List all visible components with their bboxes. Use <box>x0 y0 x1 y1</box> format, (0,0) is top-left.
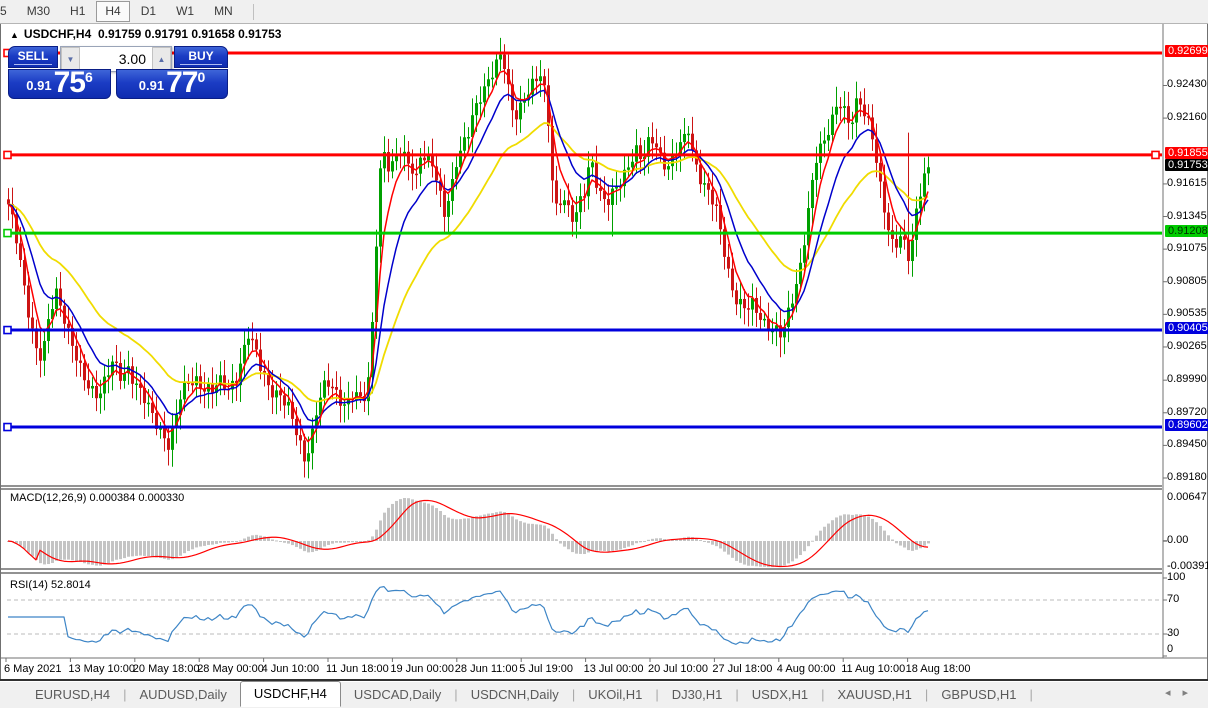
tab-scroll-arrows: ◂▸ <box>1165 686 1200 699</box>
rsi-tick-label: 70 <box>1167 593 1180 605</box>
date-label: 11 Jun 18:00 <box>326 663 389 675</box>
price-line-label: 0.91208 <box>1165 225 1208 238</box>
buy-price-pip: 0 <box>197 69 206 85</box>
chart-tab-usdcnh[interactable]: USDCNH,Daily <box>470 687 559 702</box>
current-price-label: 0.91753 <box>1165 159 1208 172</box>
timeframe-button-d1[interactable]: D1 <box>140 4 157 18</box>
price-tick-label: 0.90805 <box>1167 274 1207 287</box>
price-tick-label: 0.92430 <box>1167 78 1207 91</box>
volume-input[interactable]: 3.00 <box>118 51 146 67</box>
buy-button-label: BUY <box>188 49 214 63</box>
macd-tick-label: 0.00 <box>1167 534 1189 546</box>
price-tick-label: 0.90535 <box>1167 307 1207 320</box>
chart-tab-dj30[interactable]: DJ30,H1 <box>671 687 723 702</box>
sell-button[interactable]: SELL <box>8 46 58 68</box>
chart-tab-usdx[interactable]: USDX,H1 <box>751 687 809 702</box>
buy-price-big: 77 <box>166 66 198 99</box>
timeframe-button-h4[interactable]: H4 <box>96 1 130 22</box>
collapse-panel-icon[interactable]: ▲ <box>10 30 19 40</box>
sell-button-label: SELL <box>17 49 49 63</box>
price-line-label: 0.89602 <box>1165 419 1208 432</box>
price-tick-label: 0.91075 <box>1167 242 1207 255</box>
timeframe-button-h1[interactable]: H1 <box>70 4 86 18</box>
date-label: 4 Aug 00:00 <box>776 663 836 675</box>
price-tick-label: 0.90265 <box>1167 339 1207 352</box>
date-label: 13 May 10:00 <box>68 663 136 675</box>
date-label: 11 Aug 10:00 <box>841 663 906 675</box>
tab-separator: | <box>735 687 739 702</box>
tab-separator: | <box>1029 687 1033 702</box>
chart-window-frame <box>0 23 1208 681</box>
price-tick-label: 0.91345 <box>1167 209 1207 222</box>
tab-scroll-left-icon[interactable]: ◂ <box>1164 687 1183 699</box>
sell-price-button[interactable]: 0.91 75 6 <box>8 66 111 99</box>
price-tick-label: 0.89450 <box>1167 438 1207 451</box>
macd-tick-label: 0.00647 <box>1167 491 1207 503</box>
date-label: 28 Jun 11:00 <box>454 663 518 675</box>
tab-separator: | <box>454 687 458 702</box>
tab-separator: | <box>821 687 825 702</box>
date-label: 13 Jul 00:00 <box>583 663 644 675</box>
price-tick-label: 0.89990 <box>1167 373 1207 386</box>
tab-separator: | <box>123 687 127 702</box>
timeframe-toolbar: 5 M30 H1 H4 D1 W1 MN <box>0 0 1208 24</box>
buy-button[interactable]: BUY <box>174 46 228 68</box>
chart-tab-ukoil[interactable]: UKOil,H1 <box>588 687 643 702</box>
rsi-tick-label: 100 <box>1167 571 1186 583</box>
date-label: 5 Jul 19:00 <box>519 663 574 675</box>
date-label: 20 Jul 10:00 <box>648 663 708 675</box>
chart-tab-usdcad[interactable]: USDCAD,Daily <box>353 687 442 702</box>
chart-tab-audusd[interactable]: AUDUSD,Daily <box>139 687 227 702</box>
chart-tab-bar: EURUSD,H4 | AUDUSD,Daily USDCHF,H4 USDCAD,Da… <box>0 680 1208 708</box>
price-tick-label: 0.89180 <box>1167 471 1207 483</box>
rsi-tick-label: 30 <box>1167 627 1180 639</box>
date-label: 4 Jun 10:00 <box>261 663 320 675</box>
sell-underline <box>13 64 53 65</box>
symbol-period-label: USDCHF,H4 <box>23 27 92 41</box>
buy-underline <box>180 64 222 65</box>
date-label: 28 May 00:00 <box>197 663 264 675</box>
sell-price-prefix: 0.91 <box>26 78 52 93</box>
timeframe-button-5[interactable]: 5 <box>0 4 7 18</box>
sell-price-pip: 6 <box>84 69 93 85</box>
buy-price-prefix: 0.91 <box>138 78 165 93</box>
price-line-label: 0.90405 <box>1165 322 1208 335</box>
tab-separator: | <box>924 687 929 702</box>
toolbar-separator <box>252 3 254 20</box>
timeframe-button-m30[interactable]: M30 <box>26 4 51 18</box>
tab-separator: | <box>571 687 576 702</box>
chart-window-bottom-border <box>0 679 1208 681</box>
date-label: 20 May 18:00 <box>132 663 200 675</box>
chart-tab-eurusd[interactable]: EURUSD,H4 <box>35 687 111 702</box>
rsi-tick-label: 0 <box>1167 643 1174 655</box>
sell-price-big: 75 <box>53 66 86 99</box>
timeframe-button-w1[interactable]: W1 <box>176 4 195 18</box>
tab-scroll-right-icon[interactable]: ▸ <box>1182 687 1200 699</box>
tab-separator: | <box>655 687 659 702</box>
chart-tab-gbpusd[interactable]: GBPUSD,H1 <box>941 687 1017 702</box>
date-label: 27 Jul 18:00 <box>712 663 773 675</box>
price-tick-label: 0.89720 <box>1167 405 1207 418</box>
rsi-title: RSI(14) 52.8014 <box>10 579 91 591</box>
chart-tab-usdchf[interactable]: USDCHF,H4 <box>239 680 341 707</box>
date-label: 19 Jun 00:00 <box>390 663 455 675</box>
one-click-trading-panel: SELL ▼ 3.00 ▲ BUY 0.91 75 6 0.91 77 0 <box>8 46 228 99</box>
chart-tab-xauusd[interactable]: XAUUSD,H1 <box>837 687 912 702</box>
price-line-label: 0.92699 <box>1165 45 1208 57</box>
buy-price-button[interactable]: 0.91 77 0 <box>116 66 228 99</box>
timeframe-button-mn[interactable]: MN <box>214 4 233 18</box>
date-label: 18 Aug 18:00 <box>905 663 971 675</box>
price-tick-label: 0.92160 <box>1167 111 1207 124</box>
date-label: 6 May 2021 <box>4 663 62 675</box>
price-tick-label: 0.91615 <box>1167 176 1207 189</box>
macd-title: MACD(12,26,9) 0.000384 0.000330 <box>10 492 185 504</box>
ohlc-values: 0.91759 0.91791 0.91658 0.91753 <box>97 27 282 41</box>
macd-tick-label: -0.00391 <box>1167 560 1208 572</box>
chart-header: ▲ USDCHF,H4 0.91759 0.91791 0.91658 0.917… <box>10 27 281 41</box>
price-line-label: 0.91855 <box>1165 146 1208 159</box>
